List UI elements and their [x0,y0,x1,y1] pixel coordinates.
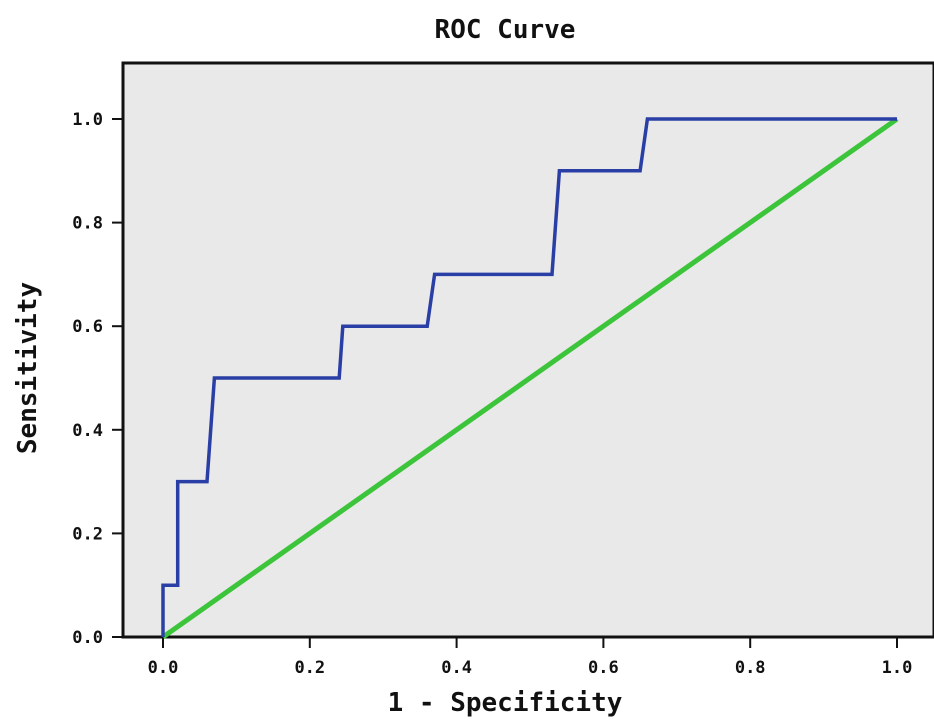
y-tick-label: 0.4 [72,421,103,441]
reference-line [161,116,899,640]
y-axis: 0.0 0.2 0.4 0.6 0.8 1.0 [72,110,123,648]
chart-title: ROC Curve [435,15,576,45]
x-tick-label: 0.4 [441,658,472,678]
y-axis-label: Sensitivity [13,282,43,454]
series-layer [161,116,899,640]
roc-curve-line [161,117,897,637]
x-tick-label: 0.0 [148,658,179,678]
y-tick-label: 1.0 [72,110,103,130]
x-axis-label: 1 - Specificity [388,688,623,718]
x-axis: 0.0 0.2 0.4 0.6 0.8 1.0 [148,637,913,678]
x-tick-label: 1.0 [882,658,913,678]
y-tick-label: 0.0 [72,628,103,648]
plot-area [121,61,934,639]
y-tick-label: 0.8 [72,214,103,234]
x-tick-label: 0.2 [294,658,325,678]
x-tick-label: 0.8 [735,658,766,678]
y-tick-label: 0.6 [72,317,103,337]
y-tick-label: 0.2 [72,524,103,544]
x-tick-label: 0.6 [588,658,619,678]
